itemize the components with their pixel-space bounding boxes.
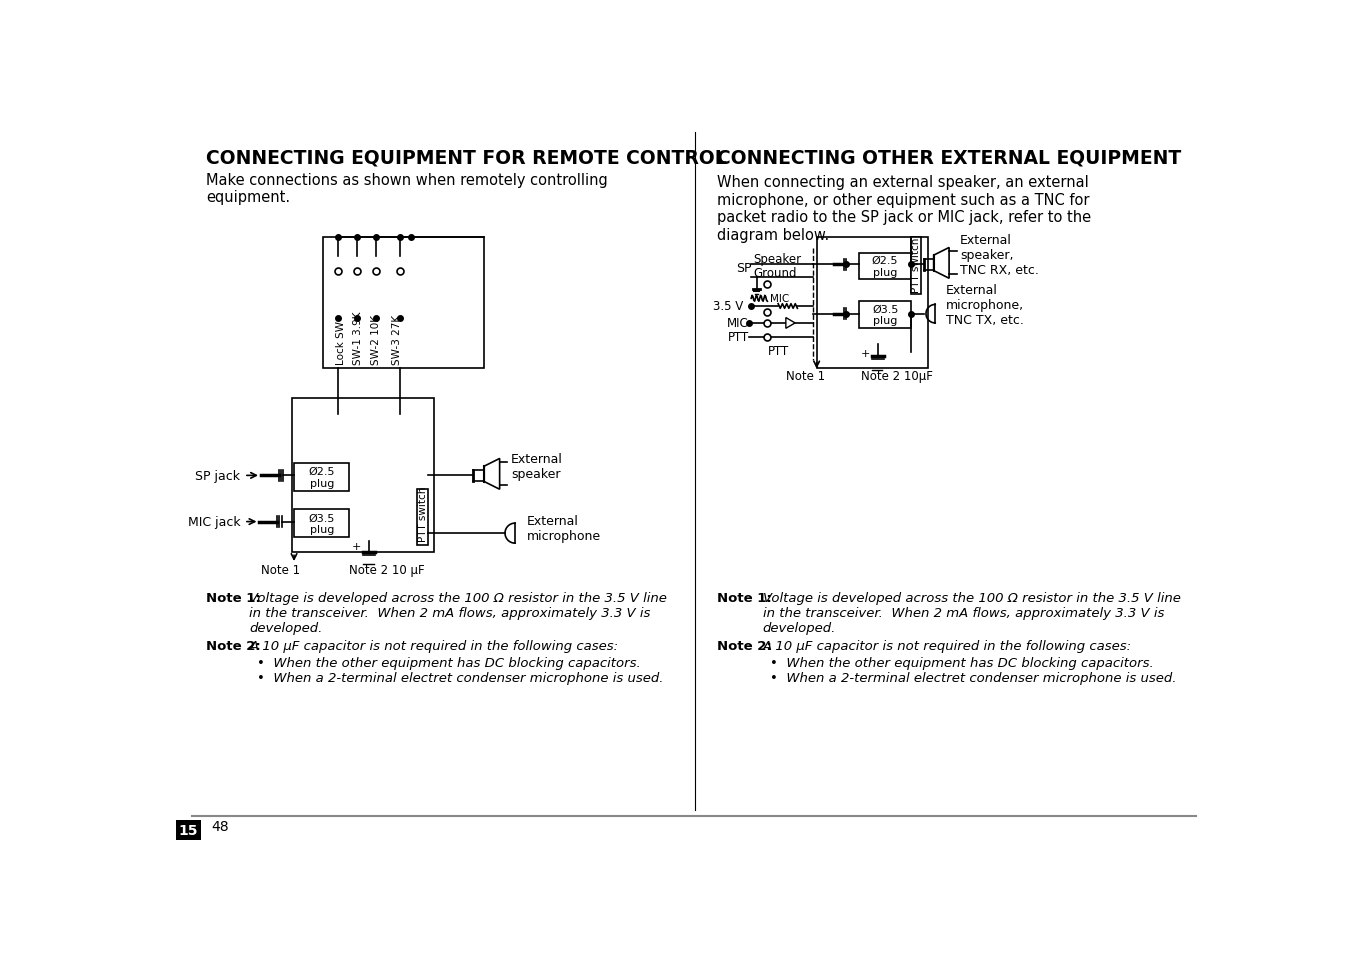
Text: Speaker: Speaker <box>753 253 802 266</box>
Text: CONNECTING OTHER EXTERNAL EQUIPMENT: CONNECTING OTHER EXTERNAL EQUIPMENT <box>717 149 1180 167</box>
Text: Note 2:: Note 2: <box>717 639 771 652</box>
Polygon shape <box>484 459 500 490</box>
Bar <box>293 510 349 537</box>
Text: •  When a 2-terminal electret condenser microphone is used.: • When a 2-terminal electret condenser m… <box>257 671 664 684</box>
Text: •  When the other equipment has DC blocking capacitors.: • When the other equipment has DC blocki… <box>257 656 641 669</box>
Text: Voltage is developed across the 100 Ω resistor in the 3.5 V line
in the transcei: Voltage is developed across the 100 Ω re… <box>763 591 1180 634</box>
Text: Lock SW: Lock SW <box>337 320 346 364</box>
Text: 15: 15 <box>178 823 199 838</box>
Text: Note 1:: Note 1: <box>717 591 771 604</box>
Text: PTT: PTT <box>768 345 788 358</box>
Bar <box>418 490 429 545</box>
Text: +: + <box>861 349 871 358</box>
Text: Note 1: Note 1 <box>261 563 300 577</box>
Text: Note 2:: Note 2: <box>207 639 261 652</box>
Text: SP: SP <box>735 262 752 274</box>
Text: CONNECTING EQUIPMENT FOR REMOTE CONTROL: CONNECTING EQUIPMENT FOR REMOTE CONTROL <box>207 149 727 167</box>
Text: External
speaker,
TNC RX, etc.: External speaker, TNC RX, etc. <box>960 233 1038 276</box>
Text: A 10 μF capacitor is not required in the following cases:: A 10 μF capacitor is not required in the… <box>763 639 1132 652</box>
Text: Ø3.5
plug: Ø3.5 plug <box>308 513 335 535</box>
Text: Ø3.5
plug: Ø3.5 plug <box>872 304 898 326</box>
Text: MIC jack: MIC jack <box>188 516 241 529</box>
Text: MIC: MIC <box>727 317 749 330</box>
Polygon shape <box>786 318 795 329</box>
Polygon shape <box>934 248 949 279</box>
Bar <box>911 237 921 295</box>
Text: Ground: Ground <box>753 266 796 279</box>
Text: •  When the other equipment has DC blocking capacitors.: • When the other equipment has DC blocki… <box>771 656 1155 669</box>
Text: Ø2.5
plug: Ø2.5 plug <box>872 255 899 277</box>
Text: 3.5 V: 3.5 V <box>714 300 744 314</box>
Text: PTT switch: PTT switch <box>911 237 921 293</box>
Text: A 10 μF capacitor is not required in the following cases:: A 10 μF capacitor is not required in the… <box>249 639 618 652</box>
Text: Note 1:: Note 1: <box>207 591 261 604</box>
Text: MIC: MIC <box>771 294 790 304</box>
Text: PTT switch: PTT switch <box>418 486 427 541</box>
Text: Make connections as shown when remotely controlling
equipment.: Make connections as shown when remotely … <box>207 172 608 205</box>
Text: Voltage is developed across the 100 Ω resistor in the 3.5 V line
in the transcei: Voltage is developed across the 100 Ω re… <box>249 591 668 634</box>
Text: •  When a 2-terminal electret condenser microphone is used.: • When a 2-terminal electret condenser m… <box>771 671 1178 684</box>
Text: Ø2.5
plug: Ø2.5 plug <box>308 467 335 488</box>
Text: When connecting an external speaker, an external
microphone, or other equipment : When connecting an external speaker, an … <box>717 175 1091 242</box>
Text: SW-3 27K: SW-3 27K <box>392 314 402 364</box>
Text: External
microphone: External microphone <box>526 515 600 542</box>
Text: PTT: PTT <box>727 331 749 344</box>
Text: Note 2 10μF: Note 2 10μF <box>861 370 933 382</box>
Text: 48: 48 <box>211 820 228 834</box>
Bar <box>859 302 911 328</box>
Bar <box>817 237 929 368</box>
Bar <box>176 821 201 841</box>
Bar <box>292 399 434 553</box>
Text: Note 2 10 μF: Note 2 10 μF <box>349 563 425 577</box>
Text: External
microphone,
TNC TX, etc.: External microphone, TNC TX, etc. <box>946 284 1023 327</box>
Bar <box>323 237 484 368</box>
Text: +: + <box>352 541 361 552</box>
Text: External
speaker: External speaker <box>511 453 562 480</box>
Bar <box>293 463 349 491</box>
Text: SW-1 3.9K: SW-1 3.9K <box>353 311 364 364</box>
Bar <box>859 253 911 280</box>
Text: SW-2 10K: SW-2 10K <box>370 314 381 364</box>
Text: SP jack: SP jack <box>195 470 241 482</box>
Text: Note 1: Note 1 <box>786 370 825 382</box>
